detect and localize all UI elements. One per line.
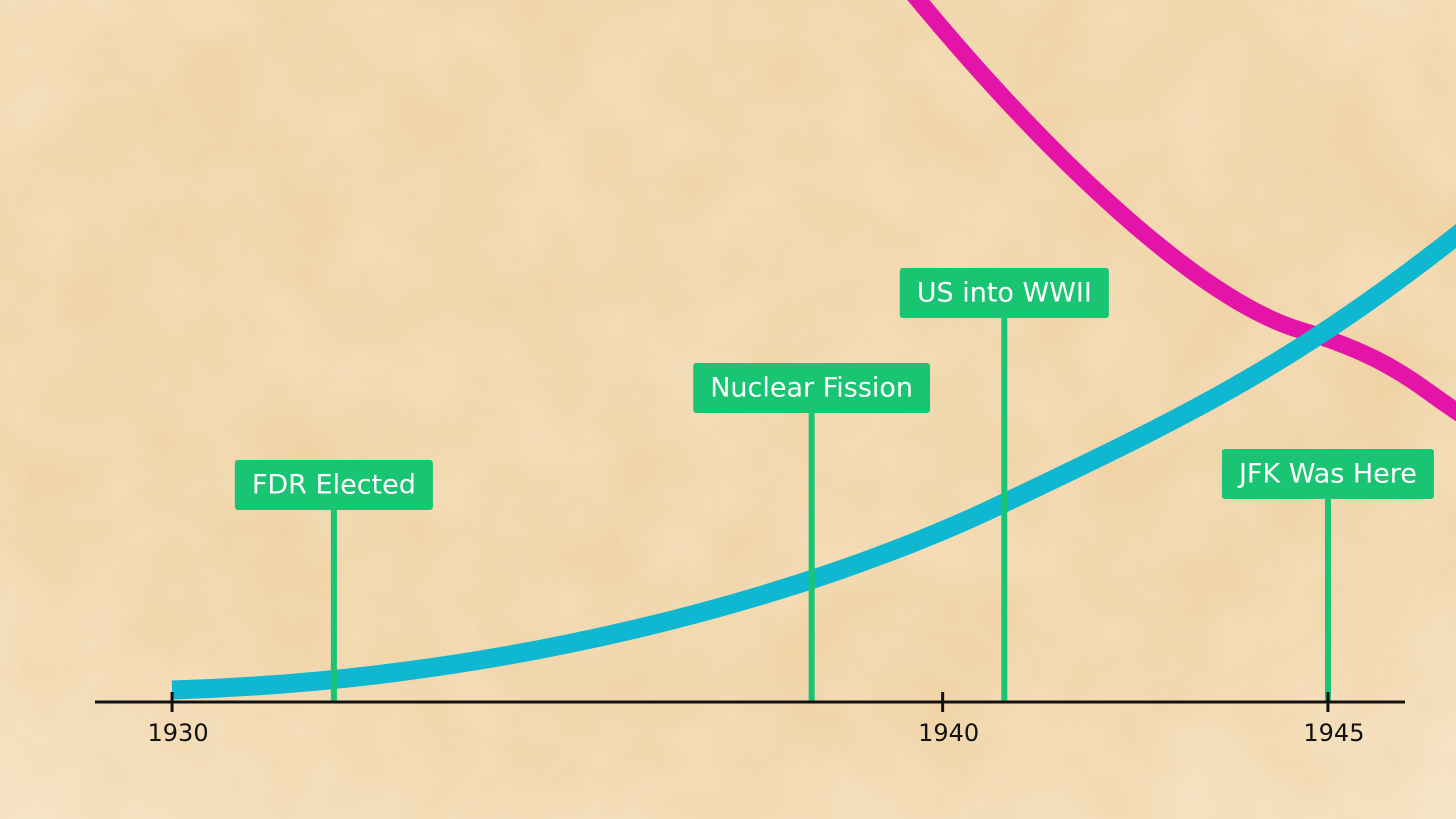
event-box	[234, 460, 433, 510]
event-box	[1221, 449, 1434, 499]
blue-curve	[171, 223, 1456, 700]
event-box	[899, 268, 1109, 318]
x-tick-label: 1945	[1303, 719, 1364, 747]
event-label: US into WWII	[917, 278, 1092, 309]
x-tick-label: 1940	[918, 719, 979, 747]
event-label: FDR Elected	[252, 470, 416, 501]
event-label: Nuclear Fission	[710, 373, 913, 404]
event-box	[693, 363, 931, 413]
pink-curve	[907, 0, 1456, 422]
event-label: JFK Was Here	[1237, 459, 1417, 490]
x-tick-label: 1930	[148, 719, 209, 747]
